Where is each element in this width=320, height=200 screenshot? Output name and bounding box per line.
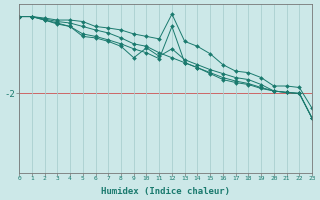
- X-axis label: Humidex (Indice chaleur): Humidex (Indice chaleur): [101, 187, 230, 196]
